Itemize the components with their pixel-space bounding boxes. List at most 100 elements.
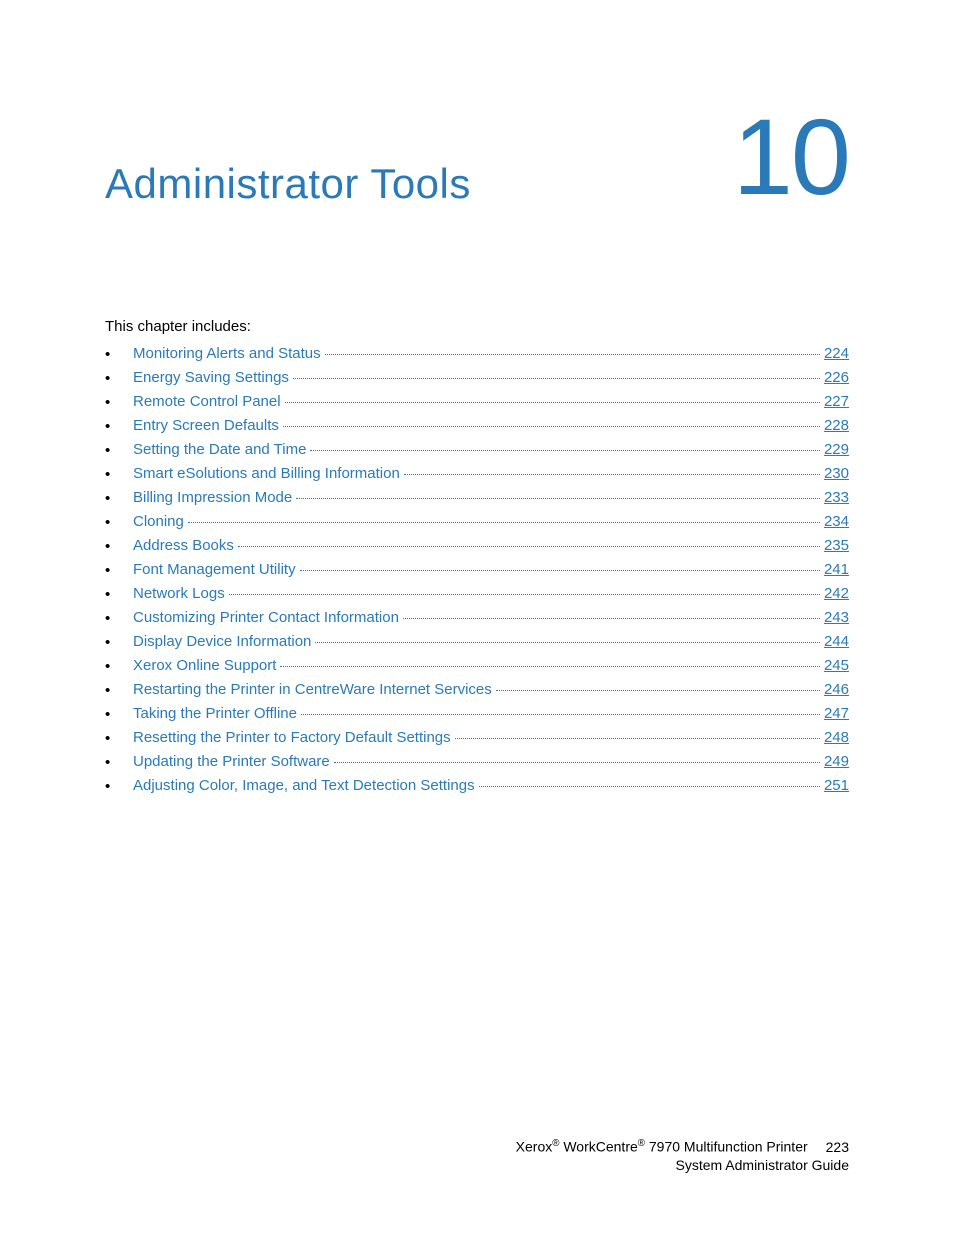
chapter-number: 10: [733, 111, 849, 203]
toc-link[interactable]: Font Management Utility: [133, 561, 296, 578]
page-footer: Xerox® WorkCentre® 7970 Multifunction Pr…: [516, 1138, 849, 1173]
toc-page-number[interactable]: 241: [824, 561, 849, 578]
footer-guide-name: System Administrator Guide: [516, 1157, 849, 1173]
toc-link[interactable]: Cloning: [133, 513, 184, 530]
toc-item: •Resetting the Printer to Factory Defaul…: [105, 729, 849, 746]
toc-page-number[interactable]: 245: [824, 657, 849, 674]
toc-link[interactable]: Adjusting Color, Image, and Text Detecti…: [133, 777, 475, 794]
leader-dots: [403, 618, 820, 619]
toc-page-number[interactable]: 230: [824, 465, 849, 482]
leader-dots: [334, 762, 820, 763]
toc-link[interactable]: Smart eSolutions and Billing Information: [133, 465, 400, 482]
toc-item: •Energy Saving Settings226: [105, 369, 849, 386]
leader-dots: [280, 666, 820, 667]
leader-dots: [315, 642, 820, 643]
footer-product-line: Xerox® WorkCentre® 7970 Multifunction Pr…: [516, 1138, 849, 1155]
toc-page-number[interactable]: 234: [824, 513, 849, 530]
toc-link[interactable]: Energy Saving Settings: [133, 369, 289, 386]
bullet-icon: •: [105, 658, 133, 675]
bullet-icon: •: [105, 394, 133, 411]
chapter-header: Administrator Tools 10: [105, 115, 849, 208]
toc-item: •Updating the Printer Software 249: [105, 753, 849, 770]
leader-dots: [479, 786, 820, 787]
toc-link[interactable]: Address Books: [133, 537, 234, 554]
toc-page-number[interactable]: 251: [824, 777, 849, 794]
leader-dots: [285, 402, 820, 403]
intro-text: This chapter includes:: [105, 318, 849, 335]
toc-item: •Xerox Online Support 245: [105, 657, 849, 674]
toc-item: •Customizing Printer Contact Information…: [105, 609, 849, 626]
toc-link[interactable]: Entry Screen Defaults: [133, 417, 279, 434]
bullet-icon: •: [105, 538, 133, 555]
footer-brand: Xerox: [516, 1139, 553, 1155]
leader-dots: [296, 498, 820, 499]
toc-item: •Font Management Utility 241: [105, 561, 849, 578]
toc-link[interactable]: Xerox Online Support: [133, 657, 276, 674]
toc-page-number[interactable]: 247: [824, 705, 849, 722]
toc-link[interactable]: Taking the Printer Offline: [133, 705, 297, 722]
toc-page-number[interactable]: 244: [824, 633, 849, 650]
toc-link[interactable]: Billing Impression Mode: [133, 489, 292, 506]
toc-item: •Display Device Information 244: [105, 633, 849, 650]
toc-page-number[interactable]: 243: [824, 609, 849, 626]
toc-item: •Monitoring Alerts and Status 224: [105, 345, 849, 362]
leader-dots: [325, 354, 820, 355]
toc-item: •Smart eSolutions and Billing Informatio…: [105, 465, 849, 482]
toc-page-number[interactable]: 229: [824, 441, 849, 458]
toc-item: •Restarting the Printer in CentreWare In…: [105, 681, 849, 698]
leader-dots: [229, 594, 820, 595]
toc-item: •Remote Control Panel 227: [105, 393, 849, 410]
toc-item: •Address Books 235: [105, 537, 849, 554]
chapter-title: Administrator Tools: [105, 160, 471, 208]
toc-item: •Entry Screen Defaults 228: [105, 417, 849, 434]
toc-page-number[interactable]: 226: [824, 369, 849, 386]
toc-page-number[interactable]: 224: [824, 345, 849, 362]
toc-list: •Monitoring Alerts and Status224•Energy …: [105, 345, 849, 794]
toc-page-number[interactable]: 227: [824, 393, 849, 410]
bullet-icon: •: [105, 586, 133, 603]
leader-dots: [310, 450, 820, 451]
footer-model: 7970 Multifunction Printer: [645, 1139, 808, 1155]
toc-link[interactable]: Customizing Printer Contact Information: [133, 609, 399, 626]
toc-link[interactable]: Restarting the Printer in CentreWare Int…: [133, 681, 492, 698]
leader-dots: [301, 714, 820, 715]
bullet-icon: •: [105, 634, 133, 651]
toc-page-number[interactable]: 233: [824, 489, 849, 506]
toc-page-number[interactable]: 235: [824, 537, 849, 554]
toc-item: •Billing Impression Mode233: [105, 489, 849, 506]
bullet-icon: •: [105, 730, 133, 747]
leader-dots: [404, 474, 820, 475]
bullet-icon: •: [105, 418, 133, 435]
leader-dots: [238, 546, 820, 547]
toc-link[interactable]: Updating the Printer Software: [133, 753, 330, 770]
bullet-icon: •: [105, 562, 133, 579]
leader-dots: [300, 570, 820, 571]
toc-page-number[interactable]: 228: [824, 417, 849, 434]
bullet-icon: •: [105, 754, 133, 771]
toc-item: •Network Logs 242: [105, 585, 849, 602]
toc-page-number[interactable]: 249: [824, 753, 849, 770]
footer-product: WorkCentre: [559, 1139, 637, 1155]
bullet-icon: •: [105, 466, 133, 483]
toc-page-number[interactable]: 242: [824, 585, 849, 602]
toc-item: •Cloning234: [105, 513, 849, 530]
bullet-icon: •: [105, 442, 133, 459]
bullet-icon: •: [105, 778, 133, 795]
toc-link[interactable]: Network Logs: [133, 585, 225, 602]
toc-link[interactable]: Setting the Date and Time: [133, 441, 306, 458]
bullet-icon: •: [105, 346, 133, 363]
toc-link[interactable]: Remote Control Panel: [133, 393, 281, 410]
toc-link[interactable]: Display Device Information: [133, 633, 311, 650]
toc-page-number[interactable]: 246: [824, 681, 849, 698]
bullet-icon: •: [105, 610, 133, 627]
toc-page-number[interactable]: 248: [824, 729, 849, 746]
leader-dots: [496, 690, 820, 691]
registered-mark: ®: [638, 1138, 645, 1149]
toc-link[interactable]: Resetting the Printer to Factory Default…: [133, 729, 451, 746]
toc-link[interactable]: Monitoring Alerts and Status: [133, 345, 321, 362]
toc-item: •Taking the Printer Offline 247: [105, 705, 849, 722]
leader-dots: [283, 426, 820, 427]
bullet-icon: •: [105, 706, 133, 723]
toc-item: •Setting the Date and Time 229: [105, 441, 849, 458]
bullet-icon: •: [105, 682, 133, 699]
